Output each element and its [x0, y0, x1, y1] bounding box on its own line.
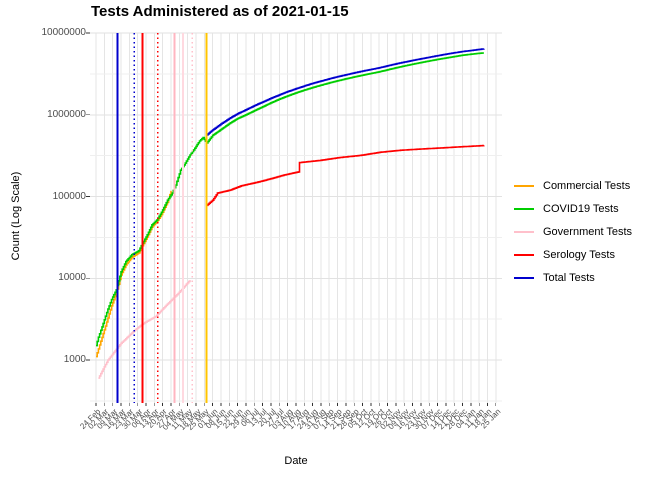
- legend-item: Total Tests: [514, 266, 632, 289]
- legend-item: COVID19 Tests: [514, 197, 632, 220]
- legend-label: Serology Tests: [543, 248, 615, 261]
- y-tick-label: 1000000: [47, 108, 86, 120]
- y-tick-label: 1000: [63, 354, 86, 365]
- legend-label: COVID19 Tests: [543, 202, 619, 215]
- series-line-commercial-tests: [96, 190, 172, 358]
- legend-line-swatch: [514, 276, 534, 279]
- series-line-serology-tests: [206, 144, 485, 207]
- legend-label: Commercial Tests: [543, 179, 631, 192]
- y-tick-label: 100000: [52, 190, 86, 202]
- legend-item: Serology Tests: [514, 243, 632, 266]
- legend-label: Government Tests: [543, 225, 633, 238]
- chart-title: Tests Administered as of 2021-01-15: [91, 3, 349, 20]
- legend: Commercial Tests COVID19 Tests Government …: [514, 174, 632, 289]
- series-line-government-tests: [98, 280, 191, 379]
- legend-line-swatch: [514, 253, 534, 256]
- legend-line-swatch: [514, 207, 534, 210]
- series-line-covid19-tests: [96, 52, 484, 347]
- legend-line-swatch: [514, 230, 534, 233]
- y-tick-label: 10000000: [41, 27, 87, 38]
- y-tick-label: 10000: [58, 272, 86, 284]
- legend-item: Government Tests: [514, 220, 632, 243]
- series-line-total-tests: [206, 48, 485, 136]
- x-axis-title: Date: [284, 455, 308, 467]
- legend-item: Commercial Tests: [514, 174, 632, 197]
- legend-line-swatch: [514, 184, 534, 187]
- legend-label: Total Tests: [543, 271, 595, 284]
